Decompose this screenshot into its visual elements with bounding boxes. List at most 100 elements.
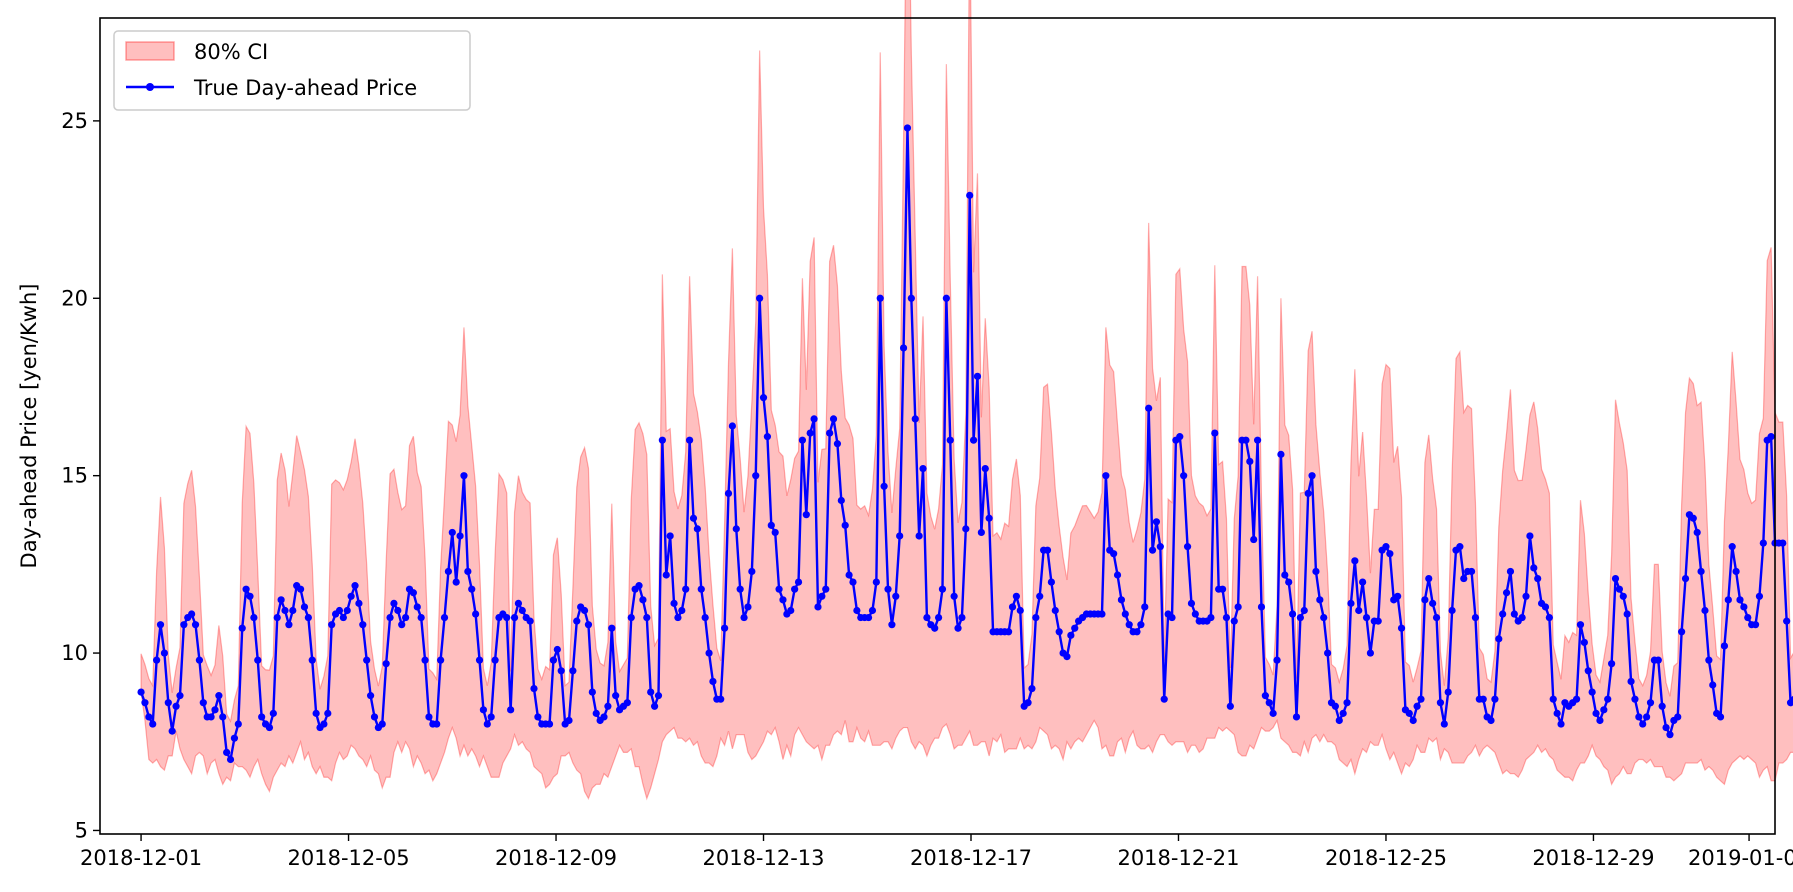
price-point — [872, 578, 880, 586]
price-point — [604, 702, 612, 710]
price-point — [1067, 631, 1075, 639]
price-point — [1662, 723, 1670, 732]
price-point — [339, 613, 347, 622]
price-point — [1530, 564, 1538, 572]
x-tick-label: 2018-12-25 — [1325, 846, 1447, 870]
y-tick-label: 20 — [61, 286, 88, 310]
price-point — [433, 720, 441, 728]
price-point — [141, 699, 149, 707]
price-point — [689, 514, 698, 522]
price-point — [1176, 433, 1184, 441]
price-point — [1394, 592, 1402, 600]
price-point — [1716, 713, 1725, 721]
price-point — [300, 603, 309, 611]
price-point — [938, 585, 947, 593]
price-point — [810, 415, 818, 423]
price-point — [822, 585, 830, 593]
price-point — [1308, 472, 1316, 480]
price-point — [1674, 713, 1682, 721]
price-point — [1331, 702, 1339, 710]
price-point — [1024, 699, 1032, 707]
price-point — [386, 613, 394, 622]
price-point — [195, 656, 204, 664]
price-point — [366, 692, 375, 700]
price-point — [324, 709, 332, 717]
price-point — [1689, 514, 1697, 522]
price-point — [1296, 613, 1304, 622]
price-point — [647, 688, 655, 696]
legend-price-marker — [146, 83, 154, 91]
price-point — [526, 617, 534, 625]
price-point — [1312, 567, 1320, 576]
price-point — [600, 713, 608, 721]
price-point — [382, 660, 390, 668]
price-point — [1440, 720, 1448, 728]
price-point — [1693, 528, 1701, 537]
price-point — [1495, 635, 1503, 643]
price-point — [437, 656, 445, 664]
price-point — [1732, 567, 1740, 576]
price-point — [1005, 628, 1013, 636]
price-point — [168, 727, 176, 735]
price-point — [359, 621, 367, 629]
price-point — [1460, 574, 1468, 583]
price-point — [1448, 606, 1456, 615]
price-point — [378, 720, 386, 728]
price-point — [1374, 617, 1382, 625]
price-point — [277, 596, 285, 604]
price-point — [1600, 706, 1608, 714]
price-point — [693, 525, 701, 533]
price-point — [845, 571, 853, 579]
price-point — [1047, 578, 1055, 586]
price-point — [1471, 613, 1480, 622]
price-point — [335, 606, 344, 615]
price-point — [273, 613, 281, 622]
price-point — [1666, 731, 1674, 739]
price-point — [1277, 450, 1285, 458]
price-point — [1436, 699, 1445, 707]
price-point — [1557, 720, 1565, 728]
price-point — [779, 596, 787, 604]
price-point — [802, 511, 810, 519]
price-markers — [137, 124, 1793, 764]
price-point — [643, 613, 651, 622]
price-point — [1790, 695, 1793, 703]
price-point — [732, 525, 740, 533]
price-point — [1545, 613, 1553, 622]
price-point — [491, 656, 499, 664]
price-point — [180, 621, 188, 629]
price-point — [487, 713, 495, 721]
price-point — [1631, 695, 1639, 703]
price-point — [724, 489, 733, 498]
price-point — [452, 578, 460, 586]
price-point — [448, 528, 456, 537]
price-point — [946, 436, 954, 444]
price-point — [1681, 574, 1690, 583]
price-point — [829, 415, 838, 423]
price-point — [398, 621, 406, 629]
price-point — [1366, 649, 1375, 657]
price-point — [759, 394, 768, 402]
price-point — [682, 585, 690, 593]
price-point — [650, 702, 659, 710]
price-point — [907, 294, 915, 302]
price-point — [1016, 606, 1024, 615]
price-point — [837, 496, 845, 505]
price-point — [752, 472, 760, 480]
price-point — [880, 482, 888, 490]
y-tick-label: 15 — [61, 464, 88, 488]
price-point — [569, 667, 577, 675]
price-point — [896, 532, 904, 540]
price-point — [1417, 695, 1425, 703]
x-axis: 2018-12-01 2018-12-05 2018-12-09 2018-12-13… — [80, 834, 1793, 870]
price-point — [794, 578, 803, 586]
price-point — [1335, 716, 1343, 725]
price-point — [977, 528, 985, 537]
price-point — [853, 606, 861, 615]
price-point — [658, 436, 666, 444]
price-point — [545, 720, 554, 728]
price-point — [1728, 543, 1736, 551]
price-point — [363, 656, 371, 664]
price-point — [670, 599, 678, 607]
price-point — [1351, 557, 1359, 565]
